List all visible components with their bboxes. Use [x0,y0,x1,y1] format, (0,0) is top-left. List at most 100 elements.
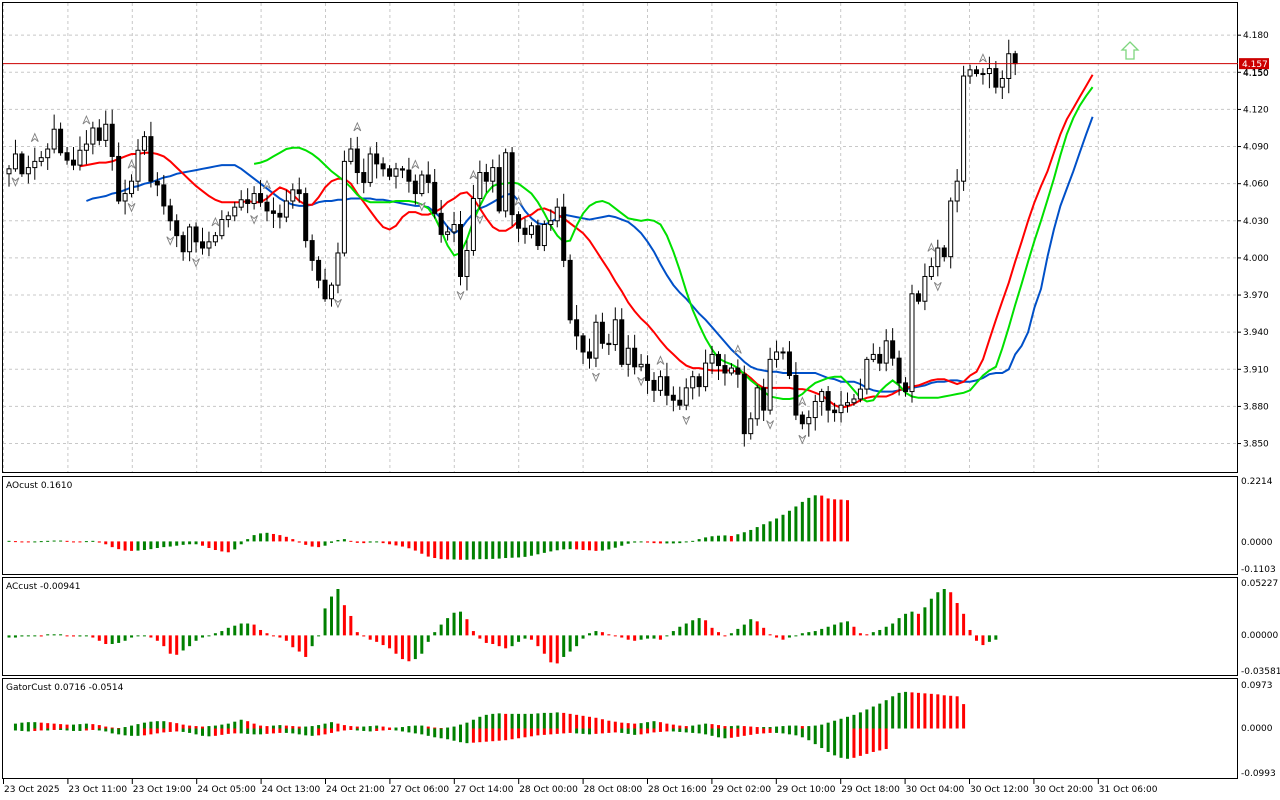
candle-body-down [793,374,799,416]
candle [606,333,612,355]
candle-body-down [580,335,586,353]
ac-bar [33,635,37,637]
candle-body-down [516,214,522,229]
candle [380,157,386,177]
candle-body-up [554,206,560,222]
candle-body-up [470,198,476,251]
ao-bar [491,541,495,559]
gator-upper-bar [155,721,159,729]
gator-upper-bar [620,722,624,729]
candle-body-up [129,180,135,195]
candle-body-up [690,376,696,389]
candle-body-up [251,193,257,204]
candle [567,254,573,324]
ao-bar [549,541,553,552]
ao-bar [213,541,217,551]
gator-lower-bar [26,728,30,732]
ao-bar [72,541,75,543]
ao-bar [220,541,224,552]
ac-bar [213,633,217,636]
ac-bar [323,608,327,636]
candle-body-down [896,357,902,384]
gator-upper-bar [426,726,430,729]
gator-upper-bar [846,716,849,729]
gator-upper-bar [781,726,785,729]
candle [225,211,231,228]
candle-body-up [864,358,870,390]
ao-bar [336,539,340,542]
ao-bar [613,541,617,548]
gator-lower-bar [39,728,43,731]
candle [1006,39,1012,94]
gator-lower-bar [465,728,469,744]
gator-lower-bar [168,728,172,732]
gator-lower-bar [517,728,521,739]
ao-bar [510,541,514,558]
candle-body-up [206,241,212,249]
fractal-down-icon [475,214,484,225]
gator-lower-bar [155,728,159,734]
gator-lower-bar [529,728,533,737]
ao-bar [542,541,546,553]
ac-bar [72,635,75,637]
candle-body-up [232,206,238,217]
gator-upper-bar [78,724,82,729]
gator-lower-bar [813,728,817,745]
ac-bar [84,635,88,637]
candle-body-down [399,168,405,171]
candle [554,198,560,228]
ac-bar [407,635,411,662]
ac-bar [975,635,978,641]
candle-body-down [832,409,838,414]
time-tick-label: 31 Oct 06:00 [1099,785,1158,795]
ao-bar [800,501,804,542]
gator-upper-bar [575,714,579,729]
candle-body-up [451,224,457,233]
ac-bar [420,635,424,654]
fractal-up-icon [798,396,807,406]
ac-bar [968,629,972,636]
price-tick-label: 4.150 [1243,68,1269,78]
candle [406,157,412,193]
ac-bar [916,613,920,636]
gator-upper-bar [710,724,714,729]
gator-tick-top: 0.0973 [1241,681,1273,691]
gator-lower-bar [46,728,50,731]
candle-body-up [541,224,547,247]
candle [728,363,734,376]
ac-bar [439,624,443,636]
ao-bar [446,541,450,560]
gator-lower-bar [439,728,443,739]
candle-body-down [380,163,386,170]
ao-bar [252,535,256,542]
ac-tick-top: 0.05227 [1241,579,1278,589]
candle [890,328,896,366]
candle-body-up [335,252,341,286]
gator-lower-bar [317,728,321,736]
candle [322,268,328,302]
candles [6,39,1018,447]
ao-bar [833,499,837,542]
current-price-label-bg [1239,58,1269,70]
ac-bar [865,634,869,636]
candle [799,411,805,430]
ac-bar [142,635,146,637]
ao-bar [317,541,321,548]
ao-bar [117,541,121,550]
ac-bar [155,635,159,641]
candle-body-down [903,382,909,393]
ao-bar [194,541,198,545]
ao-bar [162,541,166,548]
candle [303,187,309,248]
candle [445,225,451,241]
gator-lower-bar [549,728,553,735]
candle-body-down [915,293,921,302]
candle-body-down [606,342,612,346]
candle [174,214,180,248]
candle-body-down [96,127,102,141]
gator-upper-bar [336,723,340,729]
ac-bar [613,635,617,637]
gator-upper-bar [291,726,295,729]
ao-bar [607,541,611,550]
candle-body-down [696,376,702,388]
